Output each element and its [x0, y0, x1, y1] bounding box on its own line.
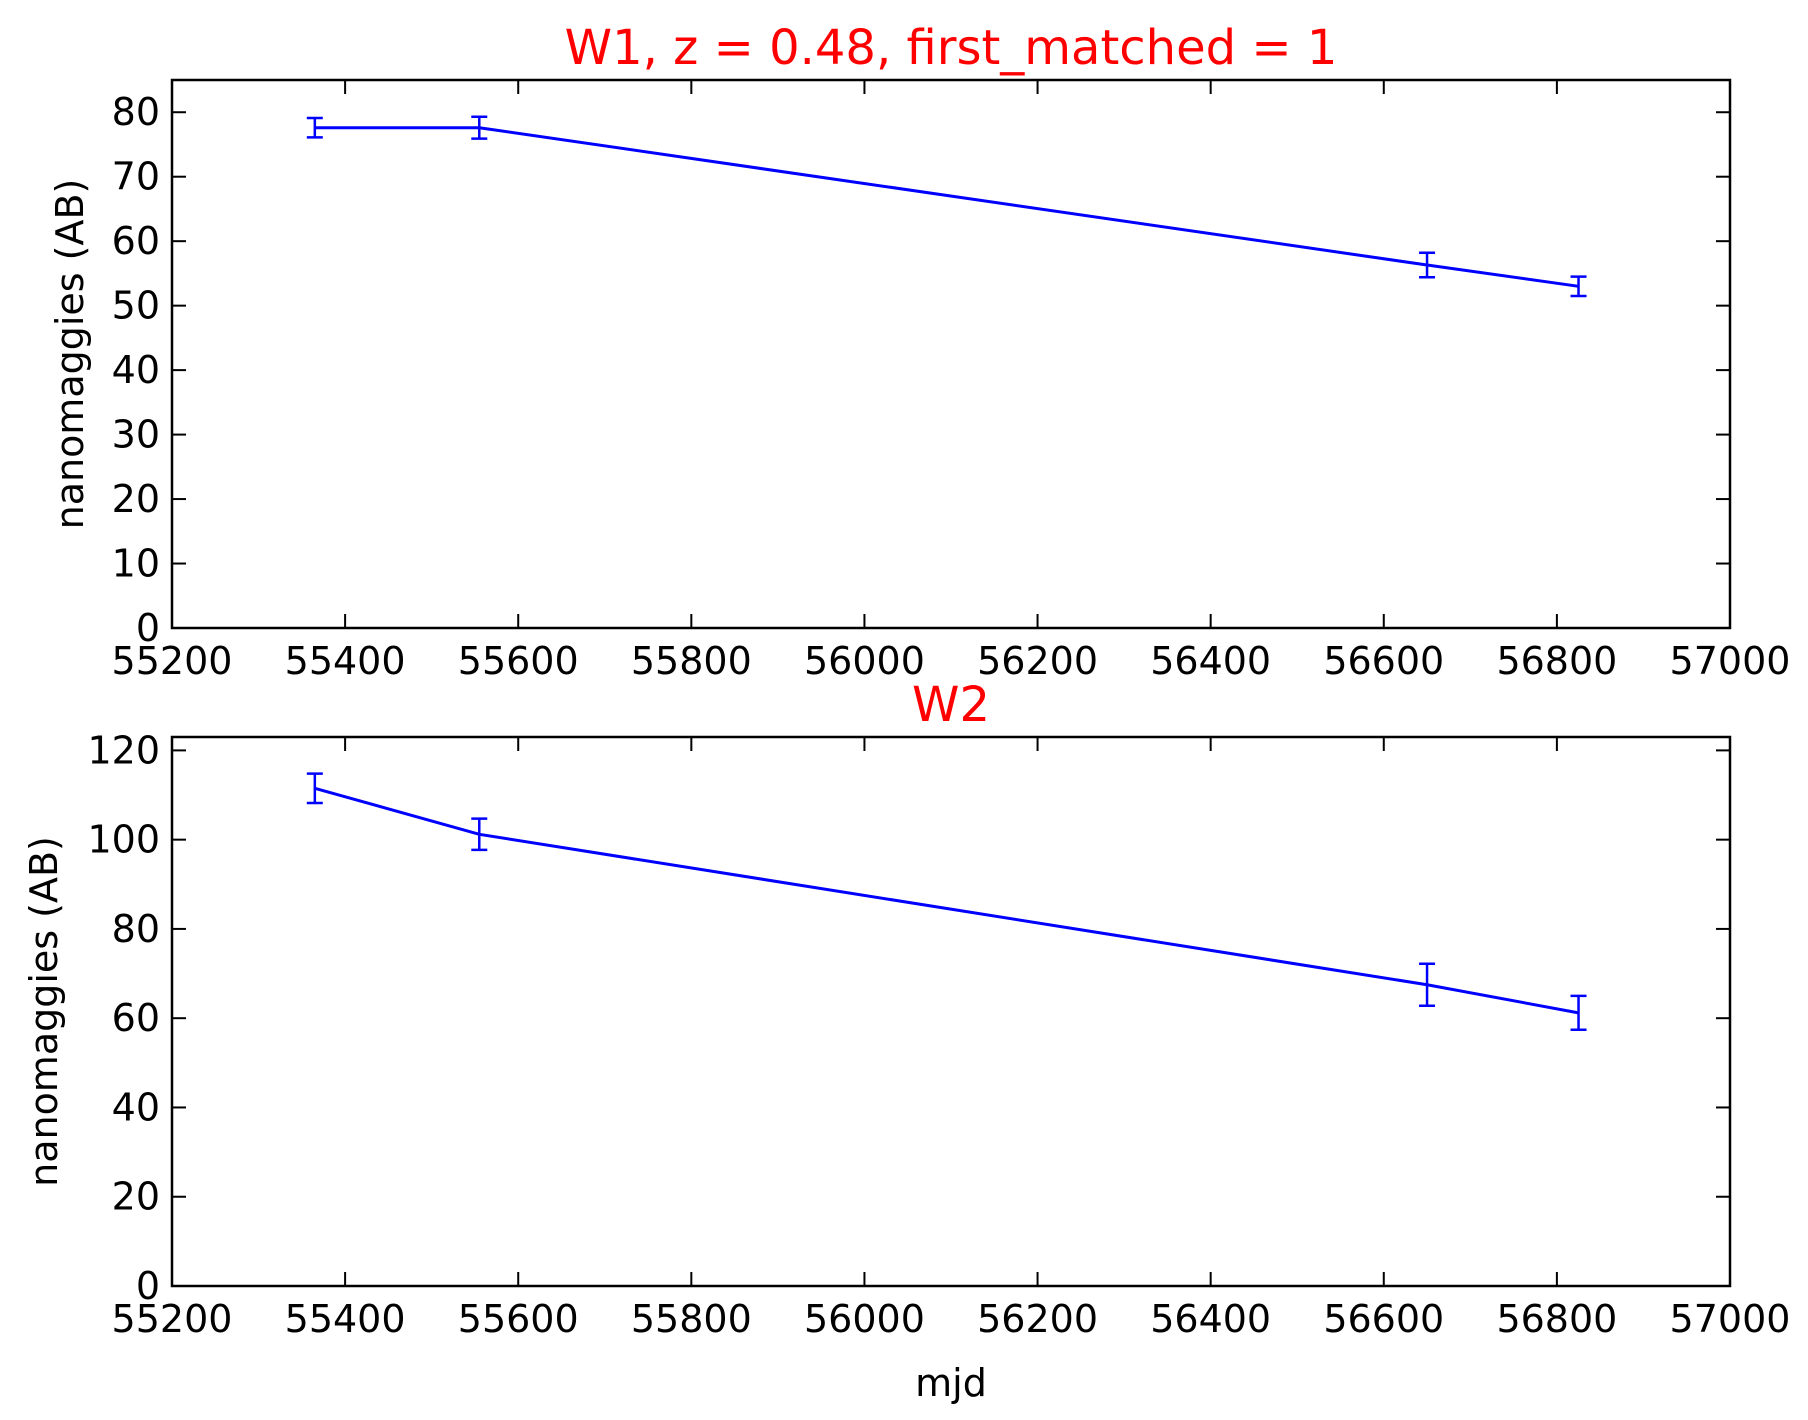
x-tick-label: 56000	[804, 639, 925, 683]
series-line	[314, 126, 1579, 288]
y-tick-label: 40	[112, 1085, 160, 1129]
y-tick-label: 20	[112, 1175, 160, 1219]
x-tick-label: 56400	[1150, 1297, 1271, 1341]
y-tick-label: 40	[112, 348, 160, 392]
x-tick-label: 55600	[458, 639, 579, 683]
y-tick-label: 10	[112, 542, 160, 586]
y-tick-label: 60	[112, 996, 160, 1040]
x-tick-label: 55800	[631, 639, 752, 683]
x-tick-label: 55400	[285, 639, 406, 683]
y-axis-label: nanomaggies (AB)	[48, 179, 92, 530]
plot-frame	[170, 78, 1732, 630]
x-tick-label: 55200	[112, 639, 233, 683]
y-tick-label: 0	[136, 1264, 160, 1308]
y-tick-label: 100	[87, 818, 160, 862]
x-tick-label: 56600	[1323, 639, 1444, 683]
y-tick-label: 50	[112, 284, 160, 328]
x-tick-label: 55400	[285, 1297, 406, 1341]
y-tick-label: 60	[112, 219, 160, 263]
x-tick-label: 55600	[458, 1297, 579, 1341]
x-tick-label: 56600	[1323, 1297, 1444, 1341]
y-tick-label: 80	[112, 90, 160, 134]
x-tick-label: 56800	[1496, 639, 1617, 683]
x-tick-label: 57000	[1670, 639, 1791, 683]
x-tick-label: 55200	[112, 1297, 233, 1341]
series-line	[314, 786, 1579, 1015]
y-tick-label: 120	[87, 728, 160, 772]
x-tick-label: 57000	[1670, 1297, 1791, 1341]
plot-frame	[170, 735, 1732, 1288]
x-tick-label: 55800	[631, 1297, 752, 1341]
x-tick-label: 56000	[804, 1297, 925, 1341]
y-tick-label: 20	[112, 477, 160, 521]
y-tick-label: 80	[112, 907, 160, 951]
x-tick-label: 56400	[1150, 639, 1271, 683]
y-axis-label: nanomaggies (AB)	[22, 836, 66, 1187]
x-tick-label: 56200	[977, 1297, 1098, 1341]
x-axis-label: mjd	[915, 1361, 987, 1405]
y-tick-label: 30	[112, 413, 160, 457]
y-tick-label: 0	[136, 606, 160, 650]
x-tick-label: 56800	[1496, 1297, 1617, 1341]
panel-title: W2	[912, 677, 990, 733]
panel-title: W1, z = 0.48, first_matched = 1	[565, 20, 1338, 76]
x-tick-label: 56200	[977, 639, 1098, 683]
y-tick-label: 70	[112, 155, 160, 199]
